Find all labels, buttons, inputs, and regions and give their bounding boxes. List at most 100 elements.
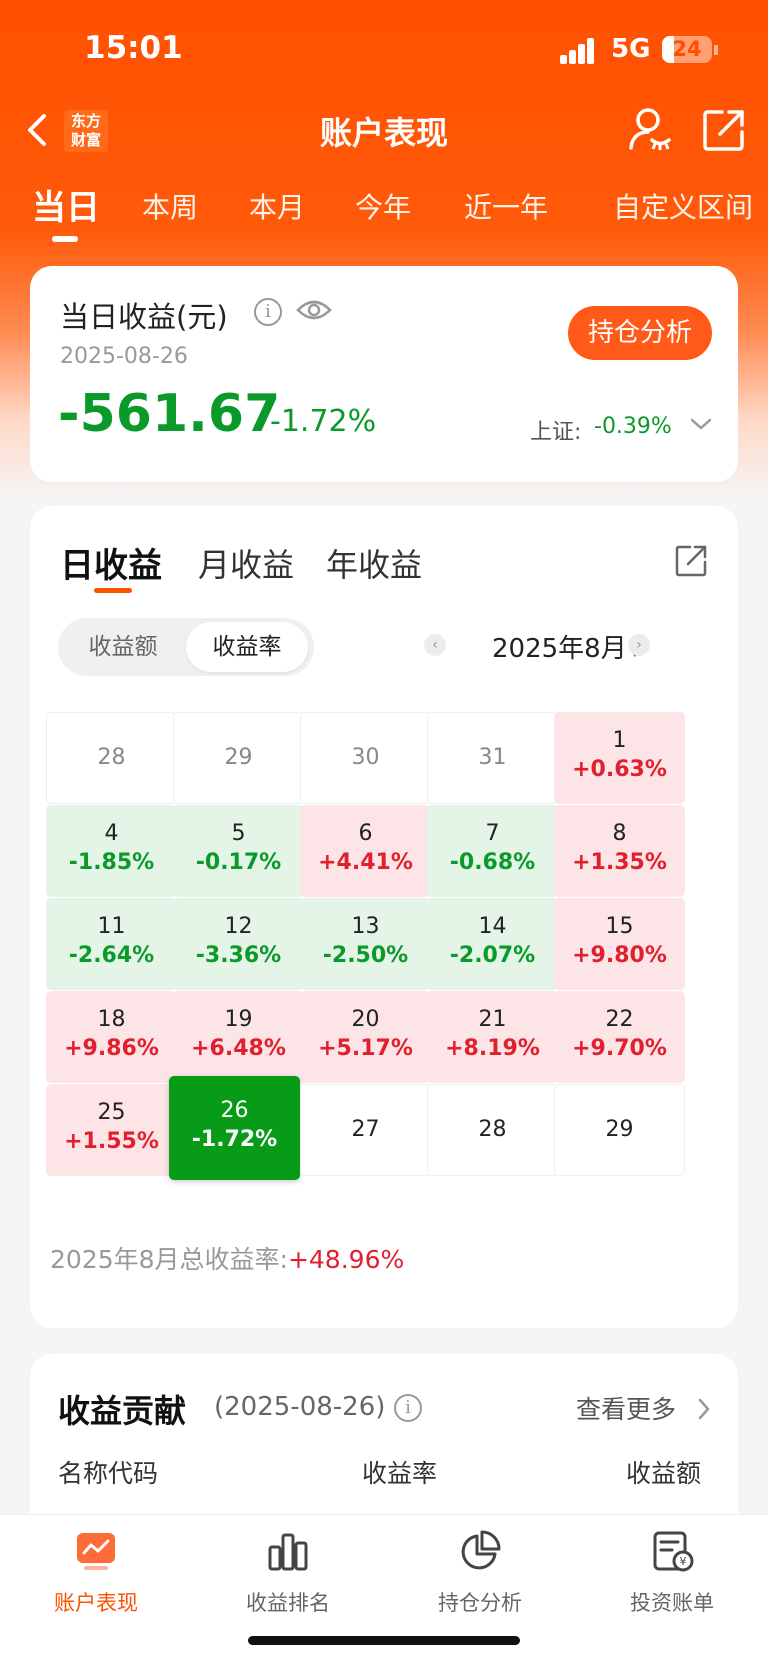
app-logo: 东方 财富 xyxy=(64,110,108,152)
daily-profit-value: -561.67 xyxy=(58,384,281,444)
toggle-profit-rate[interactable]: 收益率 xyxy=(186,622,308,672)
calendar-day-number: 30 xyxy=(351,745,380,770)
eye-icon[interactable] xyxy=(296,296,332,324)
tab-month[interactable]: 本月 xyxy=(249,191,306,224)
chevron-down-icon[interactable] xyxy=(690,416,712,432)
profit-calendar-card: 日收益 月收益 年收益 收益额 收益率 ‹ 2025年8月▼ › 周一 周二 周… xyxy=(30,506,738,1328)
calendar-day[interactable]: 22 +9.70% xyxy=(554,991,685,1083)
calendar-day-number: 19 xyxy=(224,1007,253,1032)
calendar-day-return: +0.63% xyxy=(572,757,667,782)
info-icon[interactable]: i xyxy=(254,298,282,326)
bill-icon: ¥ xyxy=(653,1531,694,1572)
calendar-day[interactable]: 13 -2.50% xyxy=(300,898,431,990)
calendar-day[interactable]: 7 -0.68% xyxy=(427,805,558,897)
calendar-day[interactable]: 29 xyxy=(554,1084,685,1176)
calendar-day-number: 6 xyxy=(358,821,373,846)
month-total: 2025年8月总收益率:+48.96% xyxy=(50,1240,404,1276)
calendar-day-return: -3.36% xyxy=(195,943,282,968)
tab-custom-range[interactable]: 自定义区间 xyxy=(613,191,754,224)
calendar-day-number: 20 xyxy=(351,1007,380,1032)
calendar-day[interactable]: 28 xyxy=(427,1084,558,1176)
calendar-day-return: -2.07% xyxy=(449,943,536,968)
calendar-day-number: 22 xyxy=(605,1007,634,1032)
calendar-day-return: -2.64% xyxy=(68,943,155,968)
calendar-day-return: -0.68% xyxy=(449,850,536,875)
month-selector[interactable]: 2025年8月▼ xyxy=(492,628,641,665)
calendar-day-return: +9.80% xyxy=(572,943,667,968)
calendar-day-number: 25 xyxy=(97,1100,126,1125)
toggle-profit-amount[interactable]: 收益额 xyxy=(88,634,158,660)
calendar-day-number: 21 xyxy=(478,1007,507,1032)
tab-last-year[interactable]: 近一年 xyxy=(464,191,549,224)
calendar-day-number: 28 xyxy=(478,1117,507,1142)
nav-account-performance[interactable]: 账户表现 xyxy=(16,1529,176,1617)
month-total-value: +48.96% xyxy=(287,1245,405,1274)
metric-toggle: 收益额 收益率 xyxy=(58,618,314,676)
chevron-right-icon[interactable] xyxy=(698,1398,710,1420)
view-more-link[interactable]: 查看更多 xyxy=(576,1395,677,1424)
calendar-day[interactable]: 29 xyxy=(173,712,304,804)
calendar-day-return: +1.55% xyxy=(64,1129,159,1154)
tab-year[interactable]: 今年 xyxy=(355,191,412,224)
calendar-day-return: +4.41% xyxy=(318,850,413,875)
subtab-indicator xyxy=(94,588,132,593)
tab-indicator xyxy=(52,236,78,242)
network-label: 5G xyxy=(611,34,651,64)
share-icon[interactable] xyxy=(674,544,708,578)
calendar-day[interactable]: 27 xyxy=(300,1084,431,1176)
calendar-day-number: 12 xyxy=(224,914,253,939)
calendar-day[interactable]: 20 +5.17% xyxy=(300,991,431,1083)
calendar-day[interactable]: 8 +1.35% xyxy=(554,805,685,897)
calendar-day-number: 28 xyxy=(97,745,126,770)
calendar-day[interactable]: 25 +1.55% xyxy=(46,1084,177,1176)
calendar-day-number: 11 xyxy=(97,914,126,939)
share-icon[interactable] xyxy=(702,108,746,152)
tab-today[interactable]: 当日 xyxy=(32,188,100,228)
status-bar: 15:01 5G 24 xyxy=(0,0,768,100)
subtab-yearly[interactable]: 年收益 xyxy=(326,546,423,584)
calendar-day[interactable]: 19 +6.48% xyxy=(173,991,304,1083)
calendar-day[interactable]: 1 +0.63% xyxy=(554,712,685,804)
performance-icon xyxy=(77,1533,115,1570)
calendar-day[interactable]: 18 +9.86% xyxy=(46,991,177,1083)
signal-icon xyxy=(560,36,602,64)
calendar-day-return: -1.85% xyxy=(68,850,155,875)
column-header-amount: 收益额 xyxy=(626,1459,702,1488)
info-icon[interactable]: i xyxy=(394,1394,422,1422)
nav-holding-analysis[interactable]: 持仓分析 xyxy=(400,1529,560,1617)
calendar-day[interactable]: 14 -2.07% xyxy=(427,898,558,990)
calendar-day-number: 14 xyxy=(478,914,507,939)
calendar-day[interactable]: 5 -0.17% xyxy=(173,805,304,897)
calendar-day-return: +6.48% xyxy=(191,1036,286,1061)
prev-month-icon[interactable]: ‹ xyxy=(424,634,446,656)
tab-week[interactable]: 本周 xyxy=(142,191,199,224)
calendar-day[interactable]: 4 -1.85% xyxy=(46,805,177,897)
calendar-day[interactable]: 11 -2.64% xyxy=(46,898,177,990)
nav-profit-ranking[interactable]: 收益排名 xyxy=(208,1529,368,1617)
svg-text:¥: ¥ xyxy=(680,1555,687,1568)
user-privacy-icon[interactable] xyxy=(628,106,672,152)
calendar-day[interactable]: 31 xyxy=(427,712,558,804)
subtab-monthly[interactable]: 月收益 xyxy=(198,546,295,584)
period-tabs: 当日 本周 本月 今年 近一年 自定义区间 xyxy=(0,186,768,246)
calendar-day-number: 5 xyxy=(231,821,246,846)
calendar-day-selected[interactable]: 26 -1.72% xyxy=(169,1076,300,1180)
calendar-day[interactable]: 15 +9.80% xyxy=(554,898,685,990)
calendar-day-number: 13 xyxy=(351,914,380,939)
calendar-day[interactable]: 12 -3.36% xyxy=(173,898,304,990)
subtab-daily[interactable]: 日收益 xyxy=(60,546,162,586)
calendar-day-number: 27 xyxy=(351,1117,380,1142)
battery-level: 24 xyxy=(672,37,702,61)
nav-investment-bill[interactable]: ¥ 投资账单 xyxy=(592,1529,752,1617)
calendar-day[interactable]: 6 +4.41% xyxy=(300,805,431,897)
calendar-day[interactable]: 28 xyxy=(46,712,177,804)
back-arrow-icon[interactable] xyxy=(22,110,52,150)
calendar-day[interactable]: 21 +8.19% xyxy=(427,991,558,1083)
calendar-day-return: +9.86% xyxy=(64,1036,159,1061)
calendar-day-return: -2.50% xyxy=(322,943,409,968)
calendar-day[interactable]: 30 xyxy=(300,712,431,804)
next-month-icon[interactable]: › xyxy=(628,634,650,656)
calendar-day-number: 26 xyxy=(220,1098,249,1123)
holding-analysis-button[interactable]: 持仓分析 xyxy=(568,306,712,360)
calendar-day-number: 4 xyxy=(104,821,119,846)
